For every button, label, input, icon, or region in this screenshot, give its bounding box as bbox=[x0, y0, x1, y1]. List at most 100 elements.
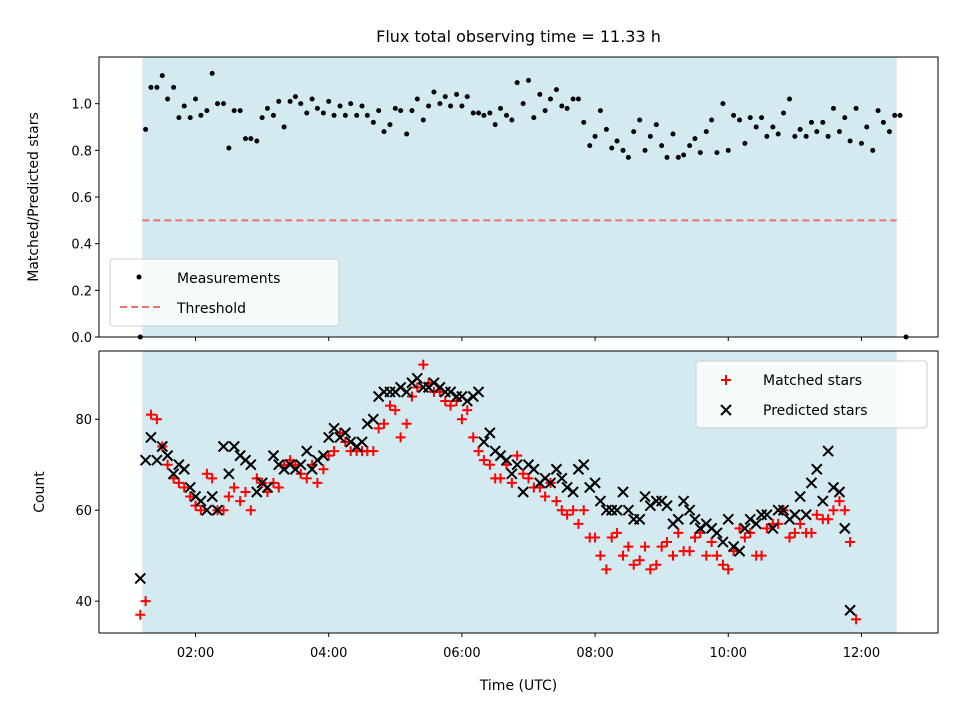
matched-star-point bbox=[851, 614, 862, 625]
measurement-point bbox=[792, 133, 798, 139]
predicted-star-point bbox=[278, 463, 290, 475]
measurement-point bbox=[670, 131, 676, 137]
predicted-star-point bbox=[817, 495, 829, 507]
x-tick-label: 12:00 bbox=[843, 646, 880, 661]
predicted-star-point bbox=[839, 522, 851, 535]
measurement-point bbox=[159, 73, 165, 79]
y-tick-label: 40 bbox=[75, 595, 92, 610]
measurement-point bbox=[414, 96, 420, 102]
matched-star-point bbox=[556, 505, 567, 516]
measurement-point bbox=[770, 124, 776, 130]
measurement-point bbox=[820, 119, 826, 125]
measurement-point bbox=[270, 112, 276, 118]
count-y-axis-label: Count bbox=[32, 471, 48, 513]
predicted-star-point bbox=[323, 431, 335, 444]
measurement-point bbox=[697, 150, 703, 156]
predicted-star-point bbox=[511, 459, 523, 471]
predicted-star-point bbox=[689, 513, 701, 525]
matched-star-point bbox=[151, 414, 162, 425]
matched-star-point bbox=[268, 477, 279, 488]
matched-star-point bbox=[612, 527, 623, 538]
measurement-point bbox=[659, 143, 665, 149]
matched-star-point bbox=[640, 541, 651, 552]
measurement-point bbox=[420, 117, 426, 123]
measurement-point bbox=[381, 129, 387, 135]
predicted-star-point bbox=[733, 545, 746, 557]
predicted-star-point bbox=[833, 486, 846, 498]
matched-star-point bbox=[573, 518, 584, 529]
measurement-point bbox=[254, 138, 260, 144]
predicted-star-point bbox=[617, 486, 629, 498]
matched-star-point bbox=[839, 505, 850, 516]
measurement-point bbox=[814, 129, 820, 135]
matched-star-point bbox=[245, 505, 256, 516]
predicted-star-point bbox=[428, 377, 440, 389]
x-tick-label: 02:00 bbox=[177, 646, 214, 661]
matched-star-point bbox=[667, 550, 678, 561]
count-x-ticks: 02:00 04:00 06:00 08:00 10:00 12:00 bbox=[177, 633, 880, 661]
count-legend: Matched stars Predicted stars bbox=[695, 360, 928, 429]
matched-star-point bbox=[140, 596, 151, 607]
matched-star-point bbox=[845, 537, 856, 548]
count-panel-frame bbox=[98, 350, 939, 634]
predicted-star-point bbox=[201, 504, 213, 516]
measurement-point bbox=[287, 98, 293, 104]
measurement-point bbox=[215, 101, 221, 107]
predicted-star-point bbox=[306, 463, 318, 475]
measurement-point bbox=[309, 96, 315, 102]
measurement-point bbox=[880, 119, 886, 125]
matched-star-point bbox=[185, 491, 196, 502]
measurement-point bbox=[547, 96, 553, 102]
predicted-star-point bbox=[484, 427, 496, 439]
measurement-point bbox=[830, 105, 836, 111]
matched-star-point bbox=[273, 482, 284, 493]
matched-star-point bbox=[378, 418, 389, 429]
ratio-y-ticks: 0.0 0.2 0.4 0.6 0.8 1.0 bbox=[71, 98, 99, 346]
x-axis-label: Time (UTC) bbox=[479, 678, 557, 694]
measurement-point bbox=[304, 110, 310, 116]
measurement-point bbox=[348, 101, 354, 107]
predicted-star-point bbox=[794, 490, 806, 503]
matched-star-point bbox=[568, 505, 579, 516]
measurement-point bbox=[176, 115, 182, 121]
predicted-star-point bbox=[223, 468, 235, 480]
measurement-point bbox=[204, 108, 210, 114]
measurement-point bbox=[731, 112, 737, 118]
predicted-star-point bbox=[789, 509, 801, 521]
matched-star-point bbox=[656, 541, 667, 552]
matched-star-point bbox=[828, 505, 839, 516]
measurement-point bbox=[587, 143, 593, 149]
measurement-point bbox=[448, 103, 454, 109]
matched-star-point bbox=[301, 473, 312, 484]
predicted-star-point bbox=[550, 463, 563, 475]
matched-star-point bbox=[179, 482, 190, 493]
measurement-point bbox=[154, 84, 160, 90]
measurement-point bbox=[847, 138, 853, 144]
matched-star-point bbox=[373, 423, 384, 434]
matched-star-point bbox=[440, 396, 451, 407]
predicted-star-point bbox=[206, 490, 218, 503]
predicted-star-point bbox=[567, 486, 579, 498]
matched-star-point bbox=[711, 550, 722, 561]
measurement-point bbox=[692, 136, 698, 142]
measurement-point bbox=[187, 115, 193, 121]
measurement-point bbox=[542, 108, 548, 114]
predicted-star-point bbox=[411, 372, 423, 384]
measurement-point bbox=[264, 105, 270, 111]
predicted-star-point bbox=[672, 513, 685, 525]
measurement-point bbox=[720, 101, 726, 107]
matched-star-point bbox=[462, 405, 473, 416]
matched-star-point bbox=[207, 473, 218, 484]
measurement-point bbox=[398, 108, 404, 114]
measurement-point bbox=[221, 101, 227, 107]
measurement-point bbox=[148, 84, 154, 90]
measurement-point bbox=[459, 103, 465, 109]
measurement-point bbox=[825, 133, 831, 139]
predicted-star-point bbox=[472, 386, 485, 398]
matched-star-point bbox=[195, 505, 206, 516]
predicted-star-point bbox=[367, 413, 380, 425]
measurement-point bbox=[359, 103, 365, 109]
predicted-star-point bbox=[311, 454, 324, 466]
predicted-star-point bbox=[506, 468, 518, 480]
measurement-point bbox=[442, 94, 448, 100]
